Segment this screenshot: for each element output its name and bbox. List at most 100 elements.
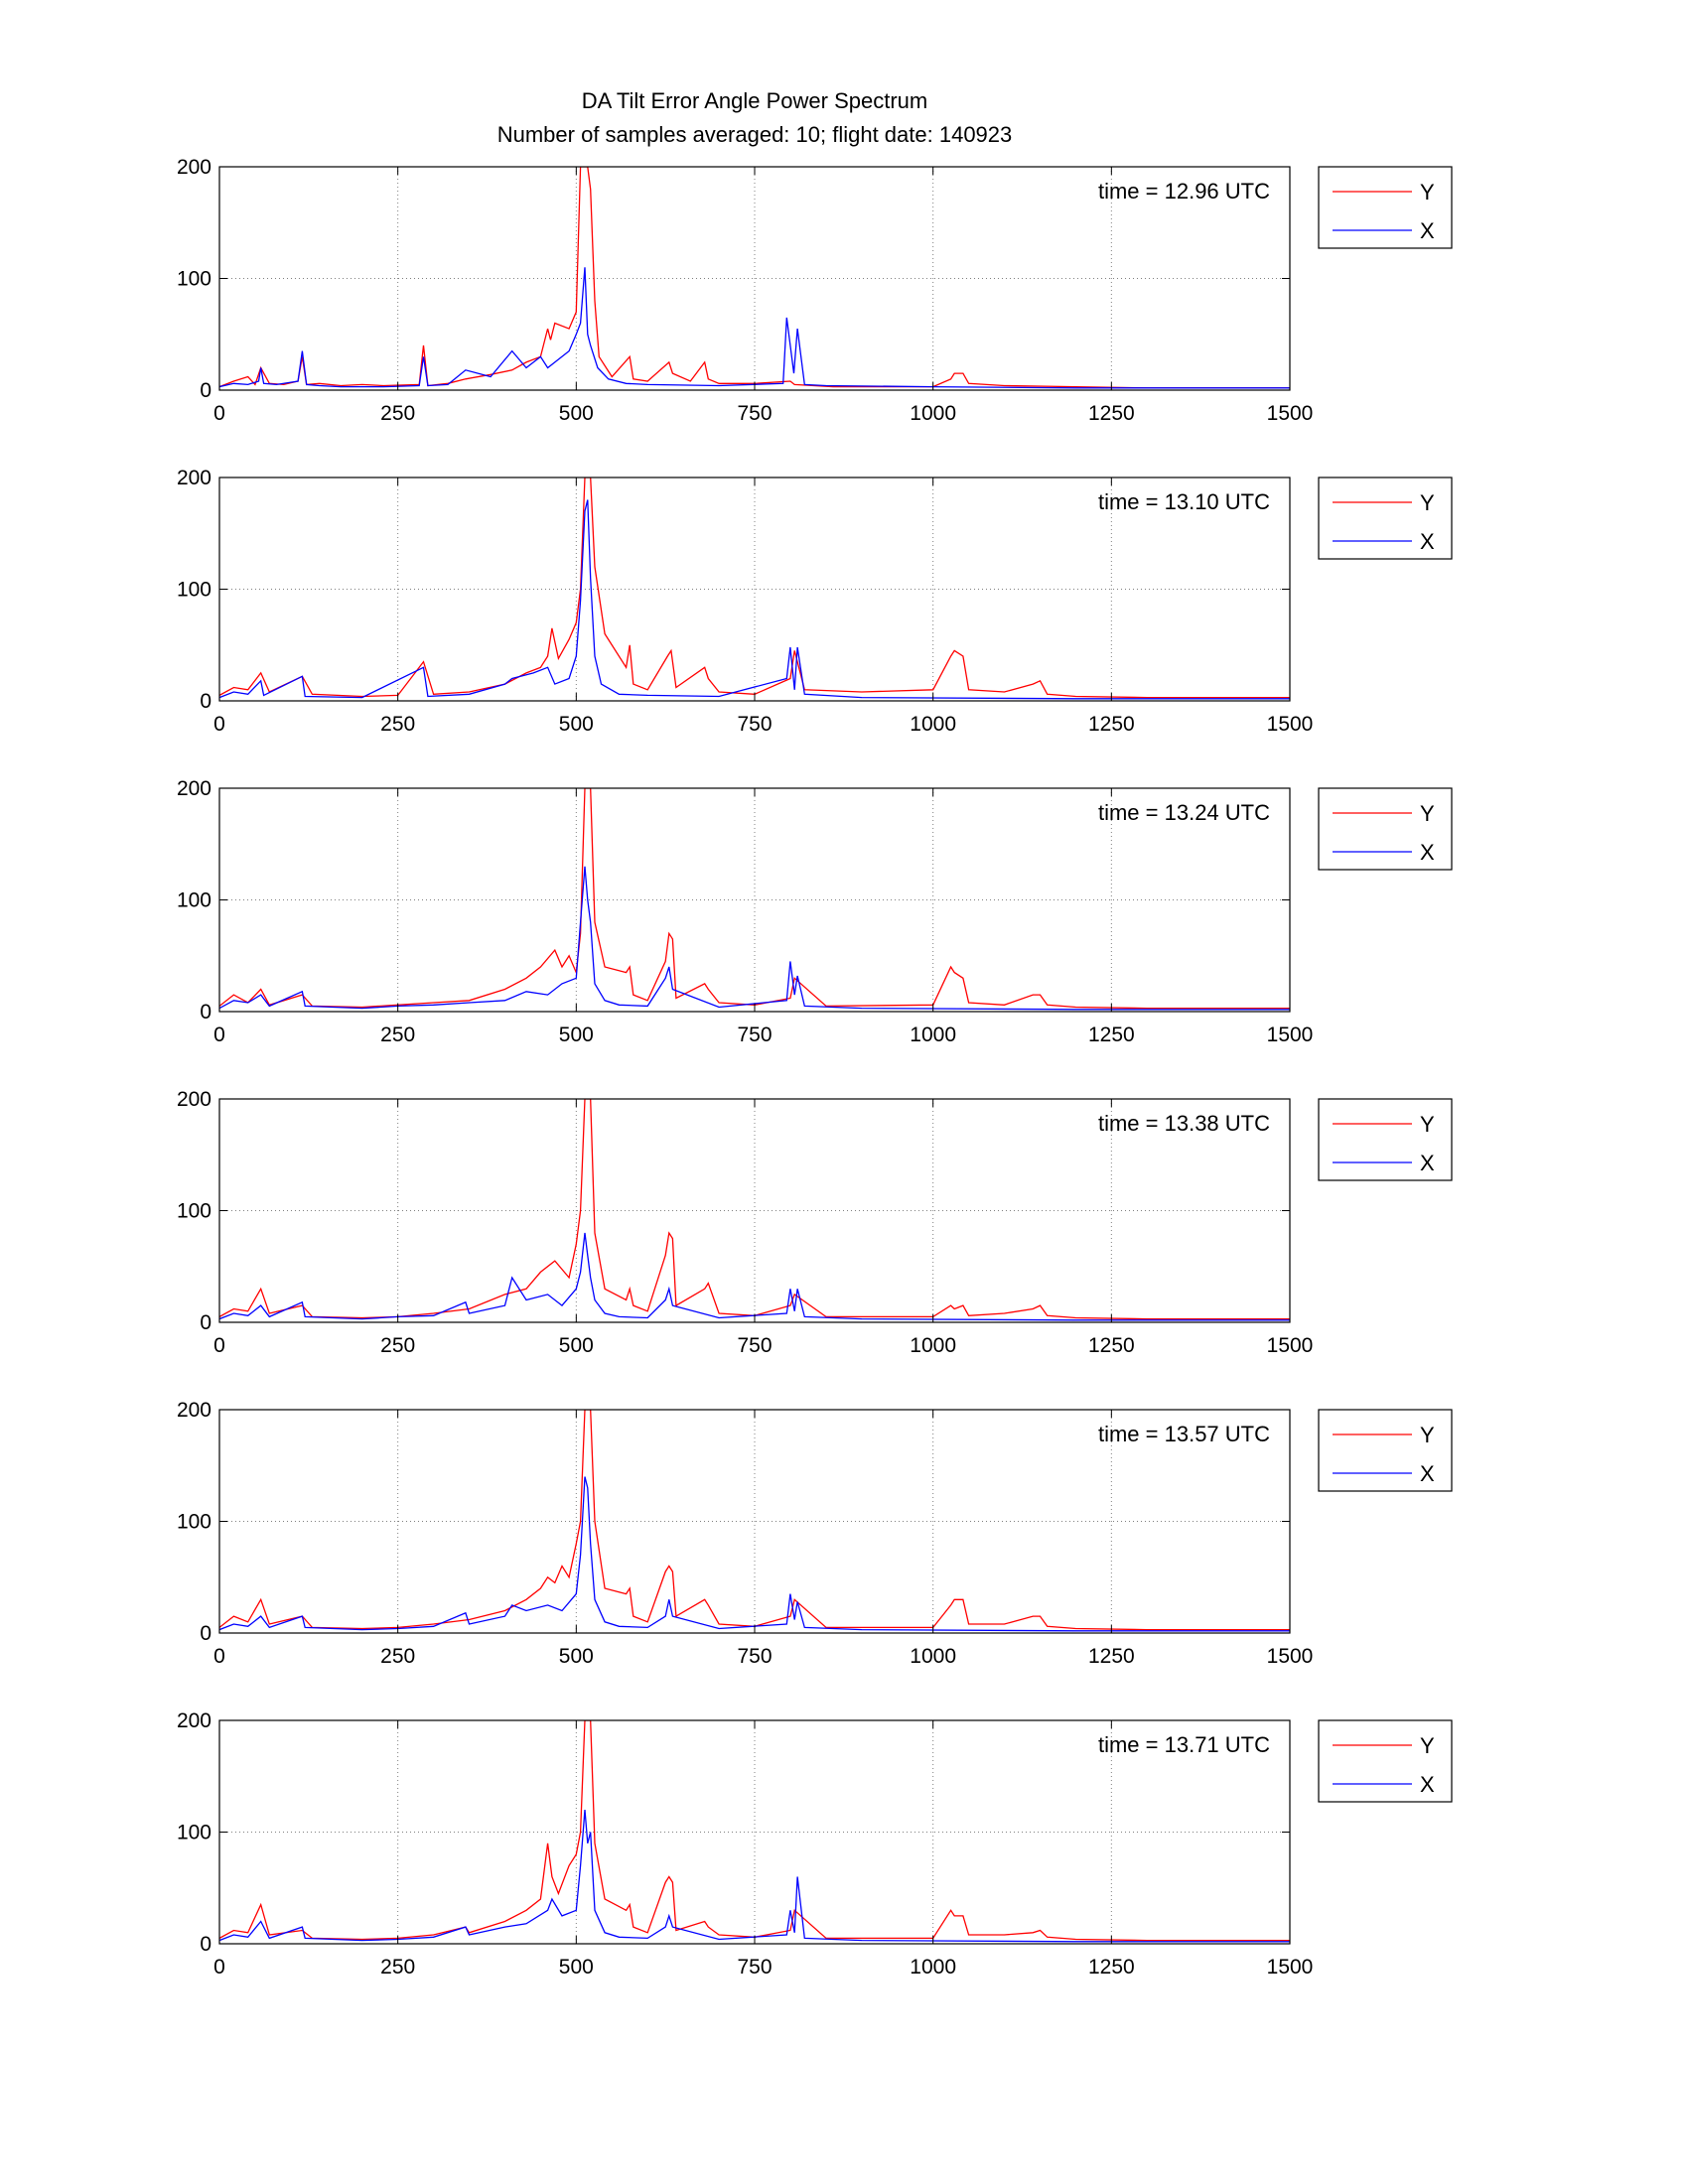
x-tick-label: 0 bbox=[213, 713, 225, 736]
x-tick-label: 0 bbox=[213, 1645, 225, 1668]
figure-subtitle: Number of samples averaged: 10; flight d… bbox=[497, 122, 1013, 147]
legend-box bbox=[1318, 1098, 1453, 1181]
y-tick-label: 200 bbox=[177, 1709, 211, 1732]
series-line-x bbox=[219, 1809, 1290, 1943]
x-tick-label: 0 bbox=[213, 1334, 225, 1357]
x-tick-label: 1250 bbox=[1088, 1334, 1135, 1357]
series-line-x bbox=[219, 267, 1290, 389]
x-tick-label: 250 bbox=[380, 1956, 415, 1979]
x-tick-label: 1000 bbox=[910, 1334, 956, 1357]
series-line-x bbox=[219, 866, 1290, 1011]
legend-box bbox=[1318, 166, 1453, 249]
subplot-1: 0 250 500 750 1000 1250 1500 0 100 200 time = 12.9… bbox=[177, 156, 1453, 425]
x-tick-label: 1250 bbox=[1088, 1024, 1135, 1046]
legend-label-x: X bbox=[1420, 1772, 1435, 1797]
legend-label-x: X bbox=[1420, 529, 1435, 554]
subplot-4: 0 250 500 750 1000 1250 1500 0 100 200 time = 13.3… bbox=[177, 1088, 1453, 1357]
legend: YX bbox=[1318, 1098, 1453, 1181]
x-tick-label: 1250 bbox=[1088, 1645, 1135, 1668]
y-tick-label: 100 bbox=[177, 1511, 211, 1534]
x-tick-label: 750 bbox=[737, 402, 772, 425]
y-tick-label: 100 bbox=[177, 268, 211, 291]
subplot-3: 0 250 500 750 1000 1250 1500 0 100 200 time = 13.2… bbox=[177, 777, 1453, 1046]
x-tick-label: 1000 bbox=[910, 1024, 956, 1046]
y-tick-label: 100 bbox=[177, 579, 211, 602]
legend: YX bbox=[1318, 166, 1453, 249]
legend-label-y: Y bbox=[1420, 1112, 1435, 1137]
x-tick-label: 750 bbox=[737, 1024, 772, 1046]
legend-label-y: Y bbox=[1420, 801, 1435, 826]
legend-label-x: X bbox=[1420, 218, 1435, 243]
time-annotation: time = 13.71 UTC bbox=[1098, 1732, 1270, 1757]
y-tick-label: 200 bbox=[177, 777, 211, 800]
x-tick-label: 500 bbox=[559, 1645, 594, 1668]
x-tick-label: 750 bbox=[737, 1956, 772, 1979]
x-tick-label: 750 bbox=[737, 713, 772, 736]
x-tick-label: 750 bbox=[737, 1645, 772, 1668]
x-tick-label: 250 bbox=[380, 402, 415, 425]
x-tick-label: 1500 bbox=[1267, 713, 1314, 736]
time-annotation: time = 12.96 UTC bbox=[1098, 179, 1270, 204]
x-tick-label: 1000 bbox=[910, 1645, 956, 1668]
y-tick-label: 0 bbox=[200, 690, 211, 713]
series-line-x bbox=[219, 499, 1290, 700]
legend: YX bbox=[1318, 787, 1453, 871]
legend-box bbox=[1318, 477, 1453, 560]
subplot-2: 0 250 500 750 1000 1250 1500 0 100 200 time = 13.1… bbox=[177, 467, 1453, 736]
x-tick-label: 0 bbox=[213, 1024, 225, 1046]
x-tick-label: 250 bbox=[380, 1024, 415, 1046]
series-line-y bbox=[219, 478, 1290, 699]
x-tick-label: 1000 bbox=[910, 402, 956, 425]
x-tick-label: 250 bbox=[380, 1334, 415, 1357]
legend-box bbox=[1318, 787, 1453, 871]
y-tick-label: 200 bbox=[177, 467, 211, 489]
x-tick-label: 1250 bbox=[1088, 402, 1135, 425]
y-tick-label: 200 bbox=[177, 1399, 211, 1422]
x-tick-label: 1500 bbox=[1267, 1956, 1314, 1979]
legend: YX bbox=[1318, 1409, 1453, 1492]
x-tick-label: 500 bbox=[559, 1956, 594, 1979]
legend-box bbox=[1318, 1409, 1453, 1492]
x-tick-label: 500 bbox=[559, 1334, 594, 1357]
legend-label-y: Y bbox=[1420, 1733, 1435, 1758]
y-tick-label: 0 bbox=[200, 1622, 211, 1645]
legend: YX bbox=[1318, 477, 1453, 560]
x-tick-label: 250 bbox=[380, 713, 415, 736]
x-tick-label: 0 bbox=[213, 1956, 225, 1979]
x-tick-label: 1250 bbox=[1088, 1956, 1135, 1979]
x-tick-label: 500 bbox=[559, 1024, 594, 1046]
legend-label-y: Y bbox=[1420, 490, 1435, 515]
y-tick-label: 100 bbox=[177, 1822, 211, 1844]
series-line-y bbox=[219, 1720, 1290, 1942]
x-tick-label: 250 bbox=[380, 1645, 415, 1668]
legend-label-y: Y bbox=[1420, 1423, 1435, 1447]
y-tick-label: 100 bbox=[177, 1200, 211, 1223]
x-tick-label: 1500 bbox=[1267, 1024, 1314, 1046]
y-tick-label: 0 bbox=[200, 379, 211, 402]
subplot-6: 0 250 500 750 1000 1250 1500 0 100 200 time = 13.7… bbox=[177, 1709, 1453, 1979]
legend-box bbox=[1318, 1719, 1453, 1803]
y-tick-label: 200 bbox=[177, 156, 211, 179]
legend-label-y: Y bbox=[1420, 180, 1435, 205]
legend-label-x: X bbox=[1420, 1461, 1435, 1486]
x-tick-label: 1500 bbox=[1267, 402, 1314, 425]
time-annotation: time = 13.10 UTC bbox=[1098, 489, 1270, 514]
x-tick-label: 1000 bbox=[910, 1956, 956, 1979]
y-tick-label: 200 bbox=[177, 1088, 211, 1111]
x-tick-label: 1250 bbox=[1088, 713, 1135, 736]
time-annotation: time = 13.38 UTC bbox=[1098, 1111, 1270, 1136]
time-annotation: time = 13.24 UTC bbox=[1098, 800, 1270, 825]
x-tick-label: 750 bbox=[737, 1334, 772, 1357]
legend-label-x: X bbox=[1420, 1151, 1435, 1175]
x-tick-label: 500 bbox=[559, 402, 594, 425]
y-tick-label: 0 bbox=[200, 1933, 211, 1956]
x-tick-label: 500 bbox=[559, 713, 594, 736]
x-tick-label: 0 bbox=[213, 402, 225, 425]
subplot-5: 0 250 500 750 1000 1250 1500 0 100 200 time = 13.5… bbox=[177, 1399, 1453, 1668]
legend-label-x: X bbox=[1420, 840, 1435, 865]
y-tick-label: 0 bbox=[200, 1001, 211, 1024]
y-tick-label: 0 bbox=[200, 1311, 211, 1334]
figure-title: DA Tilt Error Angle Power Spectrum bbox=[582, 88, 927, 113]
